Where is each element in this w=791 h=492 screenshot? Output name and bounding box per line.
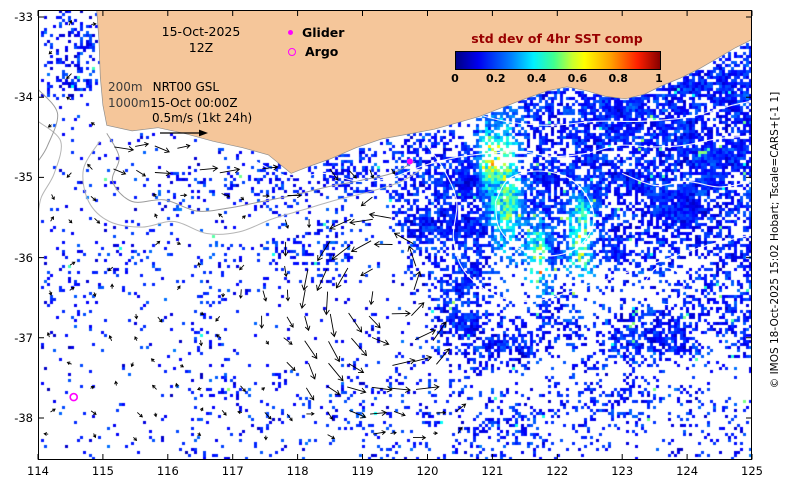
vector-scale-label: 0.5m/s (1kt 24h) <box>152 111 253 125</box>
shelf-contours <box>38 88 422 235</box>
y-tick-label: -34 <box>14 90 33 105</box>
scale-arrow-icon <box>160 129 208 137</box>
plot-border <box>38 10 752 460</box>
x-tick-label: 118 <box>286 464 309 478</box>
colorbar-tick-label: 0.8 <box>608 72 628 85</box>
valid-time-label: 15-Oct 00:00Z <box>150 95 238 110</box>
legend-glider-row: Glider <box>288 23 344 42</box>
analysis-time: 12Z <box>188 39 214 55</box>
x-tick-label: 121 <box>481 464 504 478</box>
colorbar-gradient <box>455 51 661 70</box>
model-line: 200m NRT00 GSL <box>108 80 252 96</box>
model-label: NRT00 GSL <box>152 80 220 94</box>
colorbar-tick-label: 0.6 <box>567 72 588 85</box>
x-tick-label: 122 <box>546 464 569 478</box>
glider-marker <box>406 158 413 165</box>
colorbar-tick-label: 0.2 <box>486 72 506 85</box>
x-tick-label: 117 <box>221 464 244 478</box>
colorbar-title: std dev of 4hr SST comp <box>471 31 643 46</box>
x-tick-label: 116 <box>156 464 179 478</box>
glider-dot-icon <box>288 30 293 35</box>
colorbar-tick-label: 1 <box>655 72 663 85</box>
colorbar-tick-label: 0.4 <box>526 72 547 85</box>
depth-model-block: 200m NRT00 GSL 1000m15-Oct 00:00Z 0.5m/s … <box>108 80 252 127</box>
contour-1000m-label: 1000m <box>108 95 151 110</box>
y-tick-label: -38 <box>14 411 33 425</box>
sst-contours <box>255 100 752 306</box>
x-tick-label: 114 <box>27 464 49 478</box>
x-tick-label: 124 <box>676 464 699 478</box>
y-tick-label: -36 <box>14 250 33 265</box>
x-tick-label: 123 <box>611 464 634 478</box>
legend-argo-row: Argo <box>288 42 344 61</box>
analysis-date-block: 15-Oct-2025 12Z <box>154 24 248 55</box>
current-vectors <box>43 19 467 442</box>
credit-text: © IMOS 18-Oct-2025 15:02 Hobart; Tscale=… <box>769 91 781 389</box>
valid-line: 1000m15-Oct 00:00Z <box>108 96 252 112</box>
contour-200m-label: 200m <box>108 80 143 94</box>
colorbar-tick-label: 0 <box>451 72 459 85</box>
argo-circle-icon <box>288 47 296 56</box>
x-tick-label: 125 <box>741 464 763 478</box>
legend: Glider Argo <box>288 23 344 61</box>
x-tick-label: 119 <box>351 464 374 478</box>
analysis-date: 15-Oct-2025 <box>161 24 241 39</box>
y-tick-label: -35 <box>14 170 33 185</box>
argo-label: Argo <box>305 44 339 59</box>
argo-marker <box>69 392 78 402</box>
x-tick-label: 115 <box>91 464 114 478</box>
x-tick-label: 120 <box>416 464 439 478</box>
land-polygon <box>96 10 752 174</box>
y-tick-label: -33 <box>14 10 33 24</box>
y-tick-label: -37 <box>14 330 33 345</box>
glider-label: Glider <box>302 25 345 40</box>
